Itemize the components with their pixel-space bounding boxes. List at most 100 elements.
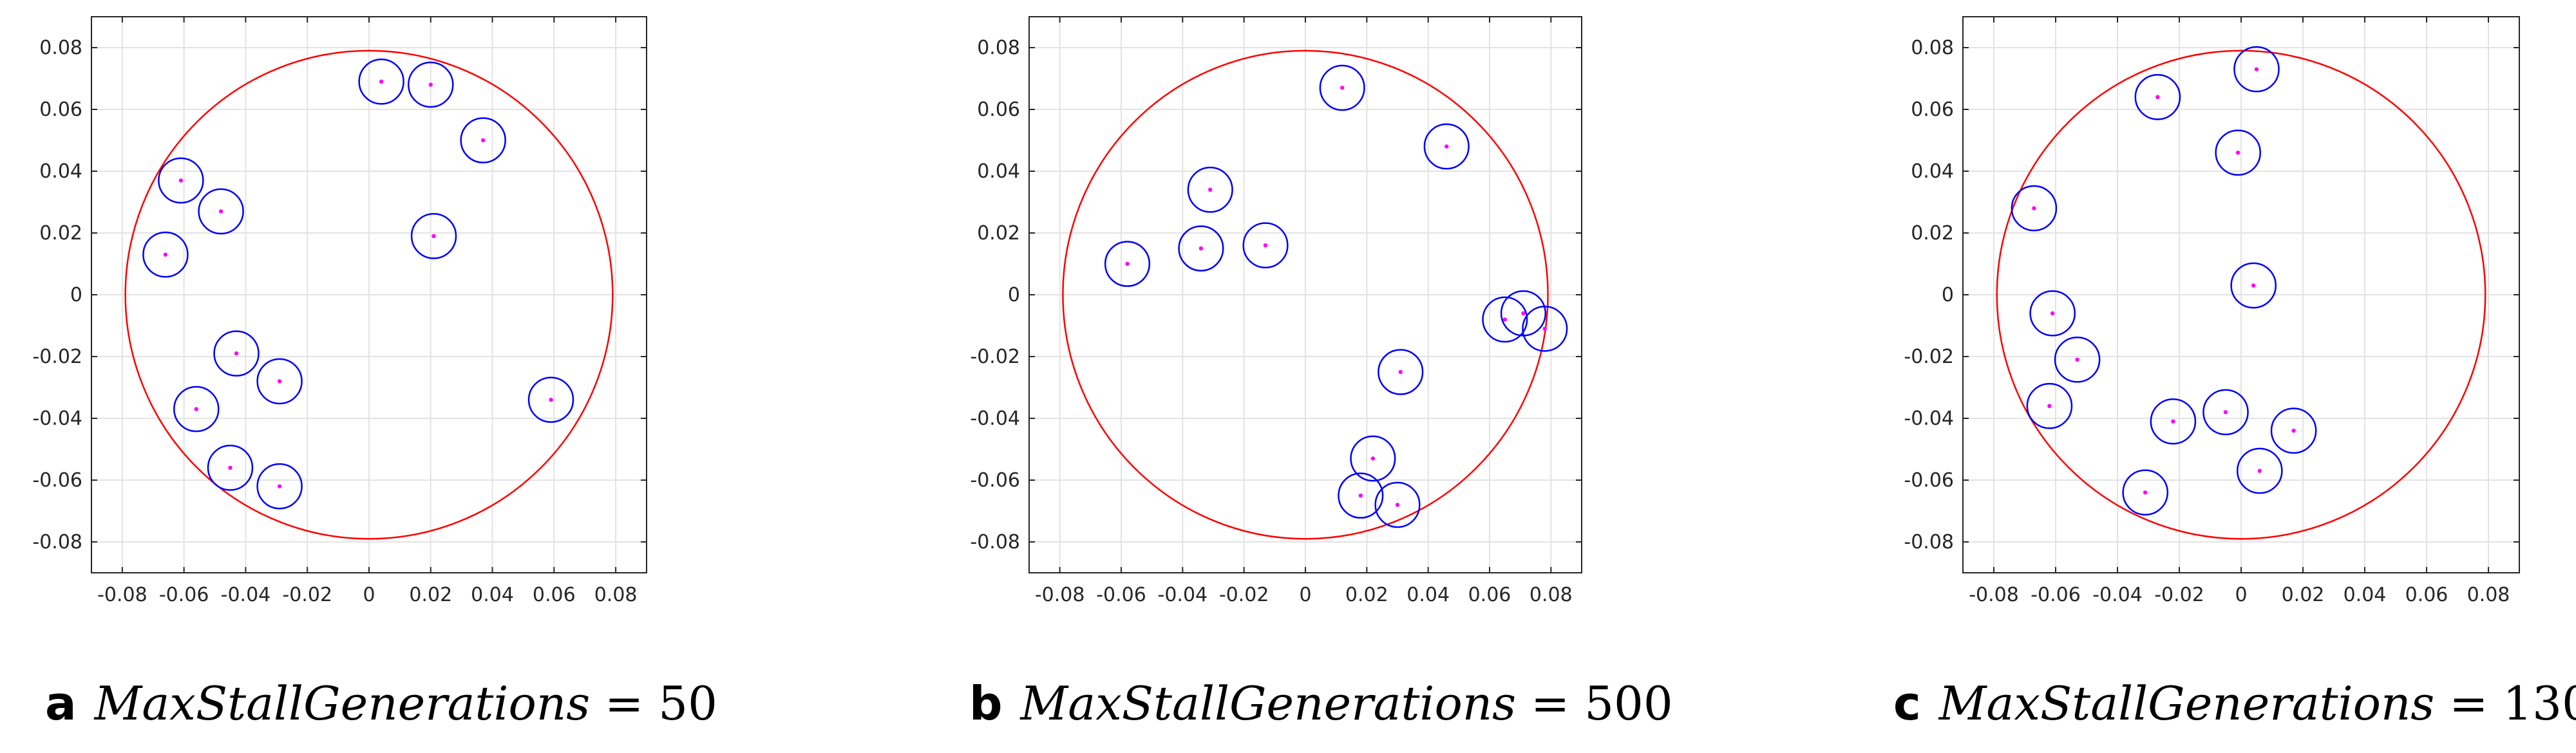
- y-tick-label: -0.04: [1904, 407, 1954, 430]
- circle-center: [1358, 493, 1363, 498]
- panel-caption: b MaxStallGenerations = 500: [969, 676, 1673, 730]
- y-tick-label: -0.06: [32, 469, 82, 492]
- circle-center: [277, 484, 282, 488]
- circle-center: [431, 234, 436, 238]
- caption-value: 1300: [2503, 676, 2576, 730]
- packed-circle: [1242, 222, 1289, 269]
- circle-center: [1395, 503, 1400, 507]
- x-tick-label: 0.02: [2282, 584, 2325, 606]
- circle-center: [2143, 490, 2148, 495]
- circle-center: [480, 138, 486, 143]
- packed-circle: [1104, 241, 1151, 287]
- y-tick-label: 0.02: [39, 222, 82, 245]
- packed-circle: [158, 157, 204, 204]
- x-tick-label: -0.02: [1219, 584, 1269, 606]
- y-tick-label: 0.04: [39, 160, 82, 183]
- circle-center: [228, 465, 232, 470]
- y-tick-label: 0.04: [977, 160, 1020, 183]
- packed-circle: [213, 330, 260, 377]
- caption-relation: =: [590, 676, 658, 730]
- y-tick-label: 0.02: [1911, 222, 1954, 245]
- circle-center: [2075, 357, 2079, 362]
- y-tick-label: 0: [70, 284, 82, 306]
- packed-circle: [408, 61, 454, 108]
- y-tick-label: 0.08: [977, 37, 1020, 59]
- y-tick-label: -0.02: [32, 346, 82, 368]
- y-tick-label: -0.04: [32, 407, 82, 430]
- container-circle: [1996, 50, 2486, 540]
- packed-circle: [460, 117, 506, 163]
- circle-center: [1208, 187, 1213, 192]
- x-tick-label: -0.06: [2031, 584, 2081, 606]
- circle-center: [1521, 311, 1526, 315]
- caption-variable: MaxStallGenerations: [93, 676, 591, 730]
- circle-center: [2236, 151, 2240, 155]
- x-tick-label: -0.08: [97, 584, 147, 606]
- packed-circle: [1423, 123, 1470, 170]
- circle-center: [2257, 469, 2262, 473]
- circle-center: [2032, 206, 2036, 210]
- container-circle: [124, 50, 614, 540]
- y-tick-label: 0.02: [977, 222, 1020, 245]
- packed-circle: [527, 376, 574, 423]
- packed-circle: [142, 231, 189, 278]
- packed-circle: [2134, 73, 2181, 120]
- x-tick-label: -0.02: [282, 584, 332, 606]
- x-tick-label: -0.04: [221, 584, 271, 606]
- caption-letter: a: [45, 676, 77, 730]
- x-tick-label: 0: [363, 584, 375, 606]
- caption-relation: =: [1516, 676, 1584, 730]
- x-tick-label: -0.02: [2154, 584, 2204, 606]
- y-tick-label: -0.08: [32, 531, 82, 553]
- y-tick-label: 0.08: [1911, 37, 1954, 59]
- circle-center: [218, 209, 223, 214]
- circle-center: [2223, 410, 2228, 414]
- packed-circle: [358, 58, 404, 105]
- caption-value: 500: [1584, 676, 1672, 730]
- y-tick-label: -0.08: [1904, 531, 1954, 553]
- circle-center: [428, 82, 433, 87]
- packed-circle: [410, 212, 457, 259]
- circle-center: [2251, 283, 2256, 288]
- x-tick-label: 0.06: [2405, 584, 2448, 606]
- circle-center: [1370, 456, 1376, 461]
- caption-relation: =: [2434, 676, 2503, 730]
- circle-center: [2047, 404, 2052, 408]
- circle-center: [1502, 317, 1508, 322]
- circle-center: [194, 407, 199, 411]
- container-circle: [1062, 50, 1549, 540]
- x-tick-label: 0.08: [594, 584, 638, 606]
- circle-center: [1125, 261, 1130, 266]
- circle-center: [379, 79, 384, 84]
- packed-circle: [2230, 262, 2277, 309]
- x-tick-label: 0.02: [1345, 584, 1388, 606]
- packed-circle: [2029, 290, 2076, 337]
- panel-caption: a MaxStallGenerations = 50: [45, 676, 717, 730]
- circle-center: [234, 351, 239, 356]
- x-tick-label: 0.06: [1468, 584, 1511, 606]
- x-tick-label: -0.04: [1158, 584, 1208, 606]
- y-tick-label: -0.06: [1904, 469, 1954, 492]
- y-tick-label: -0.08: [970, 531, 1020, 553]
- y-tick-label: -0.02: [1904, 346, 1954, 368]
- packed-circle: [1374, 481, 1421, 528]
- panel-caption: c MaxStallGenerations = 1300: [1893, 676, 2576, 730]
- packed-circle: [198, 188, 244, 235]
- packed-circle: [1350, 435, 1396, 482]
- packed-circle: [1187, 166, 1233, 213]
- caption-variable: MaxStallGenerations: [1938, 676, 2435, 730]
- y-tick-label: -0.02: [970, 346, 1020, 368]
- x-tick-label: -0.06: [159, 584, 209, 606]
- x-tick-label: -0.08: [1035, 584, 1085, 606]
- packed-circle: [2054, 336, 2101, 383]
- y-tick-label: -0.06: [970, 469, 1020, 492]
- circle-center: [2254, 67, 2259, 71]
- circle-center: [2171, 419, 2175, 423]
- packed-circle: [2122, 469, 2169, 516]
- x-tick-label: 0.04: [1406, 584, 1450, 606]
- y-tick-label: 0.06: [977, 98, 1020, 121]
- circle-center: [1263, 243, 1268, 248]
- caption-letter: c: [1893, 676, 1921, 730]
- circle-center: [1398, 369, 1403, 375]
- y-tick-label: 0.06: [39, 98, 82, 121]
